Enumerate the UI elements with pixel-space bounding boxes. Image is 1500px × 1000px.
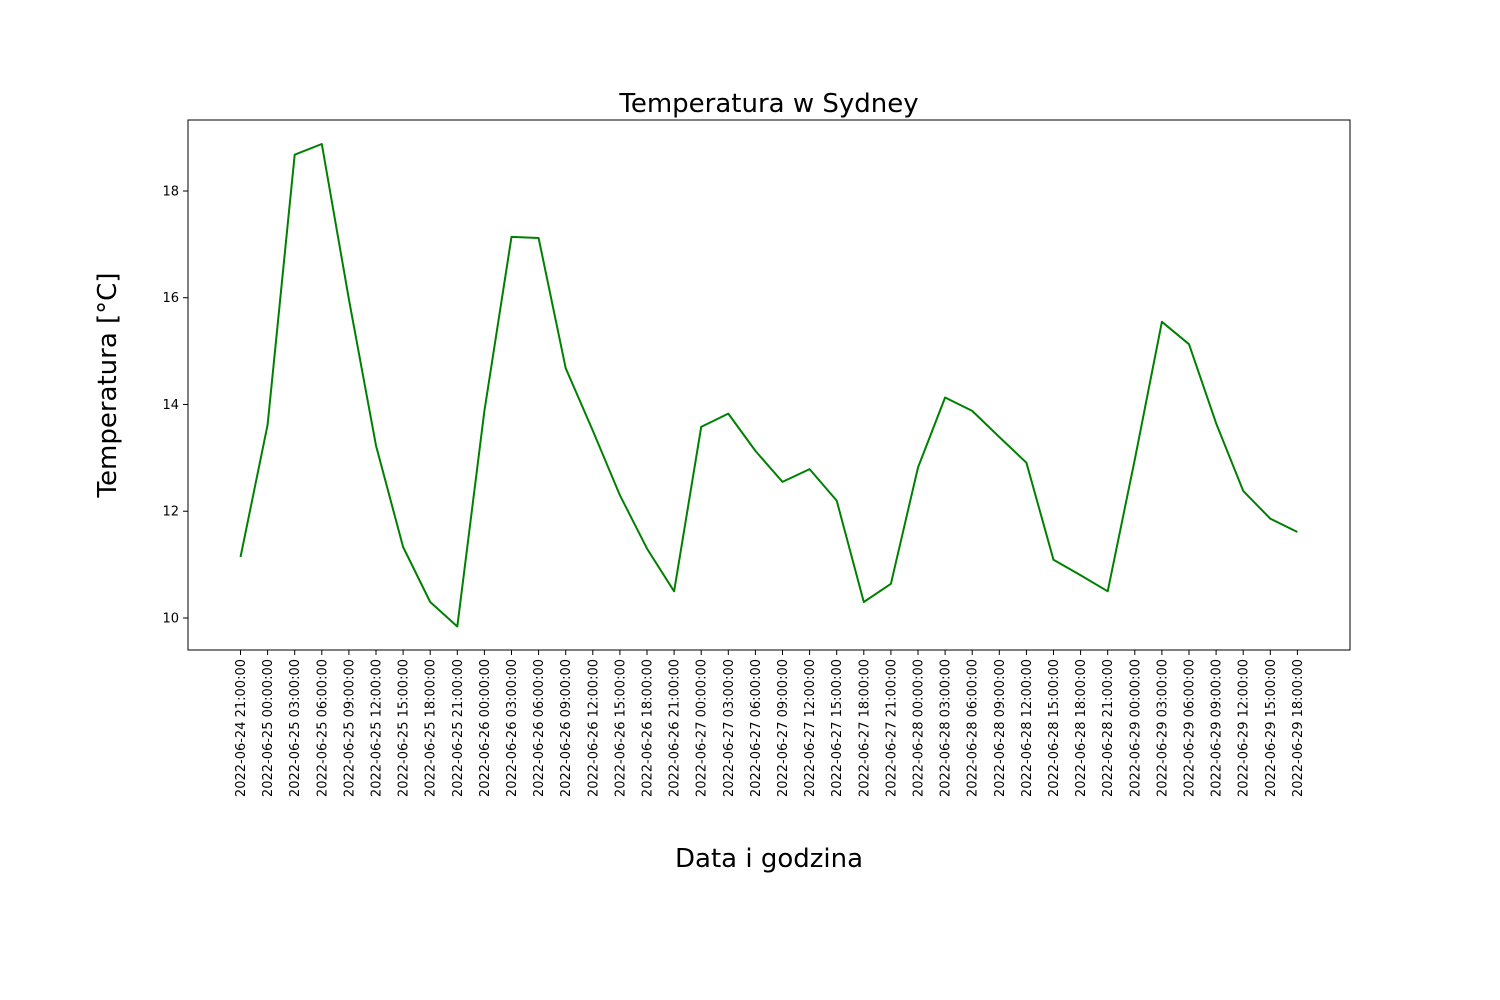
x-tick-label: 2022-06-25 00:00:00 bbox=[261, 659, 276, 797]
x-tick-label: 2022-06-28 15:00:00 bbox=[1047, 659, 1062, 797]
temperature-series-line bbox=[239, 143, 1298, 628]
x-tick-label: 2022-06-25 12:00:00 bbox=[370, 659, 385, 797]
x-tick-label: 2022-06-24 21:00:00 bbox=[234, 659, 249, 797]
x-tick-label: 2022-06-28 21:00:00 bbox=[1101, 659, 1116, 797]
x-tick-label: 2022-06-25 18:00:00 bbox=[424, 659, 439, 797]
y-tick-label: 14 bbox=[162, 398, 179, 413]
x-tick-label: 2022-06-26 03:00:00 bbox=[505, 659, 520, 797]
x-tick-label: 2022-06-29 03:00:00 bbox=[1155, 659, 1170, 797]
x-tick-label: 2022-06-27 03:00:00 bbox=[722, 659, 737, 797]
x-tick-label: 2022-06-26 06:00:00 bbox=[532, 659, 547, 797]
x-tick-label: 2022-06-26 00:00:00 bbox=[478, 659, 493, 797]
x-tick-label: 2022-06-27 21:00:00 bbox=[884, 659, 899, 797]
x-tick-label: 2022-06-29 06:00:00 bbox=[1183, 659, 1198, 797]
x-tick-label: 2022-06-29 09:00:00 bbox=[1210, 659, 1225, 797]
x-tick-label: 2022-06-29 15:00:00 bbox=[1264, 659, 1279, 797]
x-tick-label: 2022-06-28 12:00:00 bbox=[1020, 659, 1035, 797]
y-axis-label: Temperatura [°C] bbox=[93, 273, 123, 499]
chart-title: Temperatura w Sydney bbox=[618, 89, 918, 119]
x-tick-label: 2022-06-29 18:00:00 bbox=[1291, 659, 1306, 797]
x-tick-label: 2022-06-28 06:00:00 bbox=[966, 659, 981, 797]
x-tick-label: 2022-06-27 09:00:00 bbox=[776, 659, 791, 797]
x-tick-label: 2022-06-27 12:00:00 bbox=[803, 659, 818, 797]
x-axis-label: Data i godzina bbox=[675, 844, 863, 874]
x-tick-label: 2022-06-28 18:00:00 bbox=[1074, 659, 1089, 797]
y-tick-label: 12 bbox=[162, 505, 179, 520]
x-axis: 2022-06-24 21:00:00 2022-06-25 00:00:00 20… bbox=[234, 650, 1306, 797]
x-tick-label: 2022-06-28 09:00:00 bbox=[993, 659, 1008, 797]
y-axis: 10 12 14 16 18 bbox=[162, 184, 188, 626]
x-tick-label: 2022-06-29 12:00:00 bbox=[1237, 659, 1252, 797]
x-tick-label: 2022-06-29 00:00:00 bbox=[1128, 659, 1143, 797]
x-tick-label: 2022-06-26 15:00:00 bbox=[613, 659, 628, 797]
x-tick-label: 2022-06-25 06:00:00 bbox=[315, 659, 330, 797]
x-tick-label: 2022-06-25 09:00:00 bbox=[342, 659, 357, 797]
x-tick-label: 2022-06-27 15:00:00 bbox=[830, 659, 845, 797]
x-tick-label: 2022-06-26 21:00:00 bbox=[668, 659, 683, 797]
x-tick-label: 2022-06-25 03:00:00 bbox=[288, 659, 303, 797]
x-tick-label: 2022-06-27 00:00:00 bbox=[695, 659, 710, 797]
x-tick-label: 2022-06-28 00:00:00 bbox=[912, 659, 927, 797]
y-tick-label: 18 bbox=[162, 184, 179, 199]
plot-area-frame bbox=[187, 119, 1351, 651]
x-tick-label: 2022-06-26 12:00:00 bbox=[586, 659, 601, 797]
x-tick-label: 2022-06-27 18:00:00 bbox=[857, 659, 872, 797]
y-tick-label: 10 bbox=[162, 611, 179, 626]
x-tick-label: 2022-06-25 21:00:00 bbox=[451, 659, 466, 797]
x-tick-label: 2022-06-28 03:00:00 bbox=[939, 659, 954, 797]
x-tick-label: 2022-06-26 09:00:00 bbox=[559, 659, 574, 797]
x-tick-label: 2022-06-27 06:00:00 bbox=[749, 659, 764, 797]
x-tick-label: 2022-06-25 15:00:00 bbox=[397, 659, 412, 797]
y-tick-label: 16 bbox=[162, 291, 179, 306]
x-tick-label: 2022-06-26 18:00:00 bbox=[641, 659, 656, 797]
